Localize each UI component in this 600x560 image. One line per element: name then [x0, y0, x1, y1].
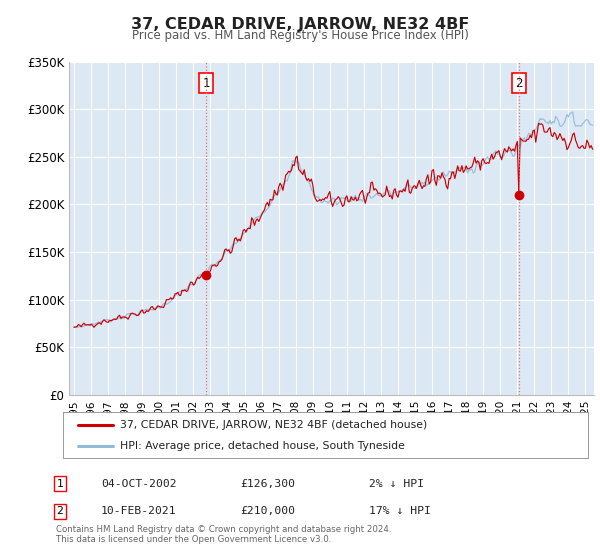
Text: £210,000: £210,000 — [240, 506, 295, 516]
Text: 10-FEB-2021: 10-FEB-2021 — [101, 506, 176, 516]
Text: 1: 1 — [56, 479, 64, 489]
Text: Contains HM Land Registry data © Crown copyright and database right 2024.
This d: Contains HM Land Registry data © Crown c… — [56, 525, 391, 544]
Text: 2% ↓ HPI: 2% ↓ HPI — [369, 479, 424, 489]
Text: 2: 2 — [56, 506, 64, 516]
Text: 04-OCT-2002: 04-OCT-2002 — [101, 479, 176, 489]
Text: £126,300: £126,300 — [240, 479, 295, 489]
Text: 2: 2 — [515, 77, 523, 90]
Text: 17% ↓ HPI: 17% ↓ HPI — [369, 506, 431, 516]
Text: HPI: Average price, detached house, South Tyneside: HPI: Average price, detached house, Sout… — [120, 441, 404, 451]
Text: 37, CEDAR DRIVE, JARROW, NE32 4BF (detached house): 37, CEDAR DRIVE, JARROW, NE32 4BF (detac… — [120, 420, 427, 430]
Text: 1: 1 — [202, 77, 210, 90]
Text: Price paid vs. HM Land Registry's House Price Index (HPI): Price paid vs. HM Land Registry's House … — [131, 29, 469, 42]
Text: 37, CEDAR DRIVE, JARROW, NE32 4BF: 37, CEDAR DRIVE, JARROW, NE32 4BF — [131, 17, 469, 32]
